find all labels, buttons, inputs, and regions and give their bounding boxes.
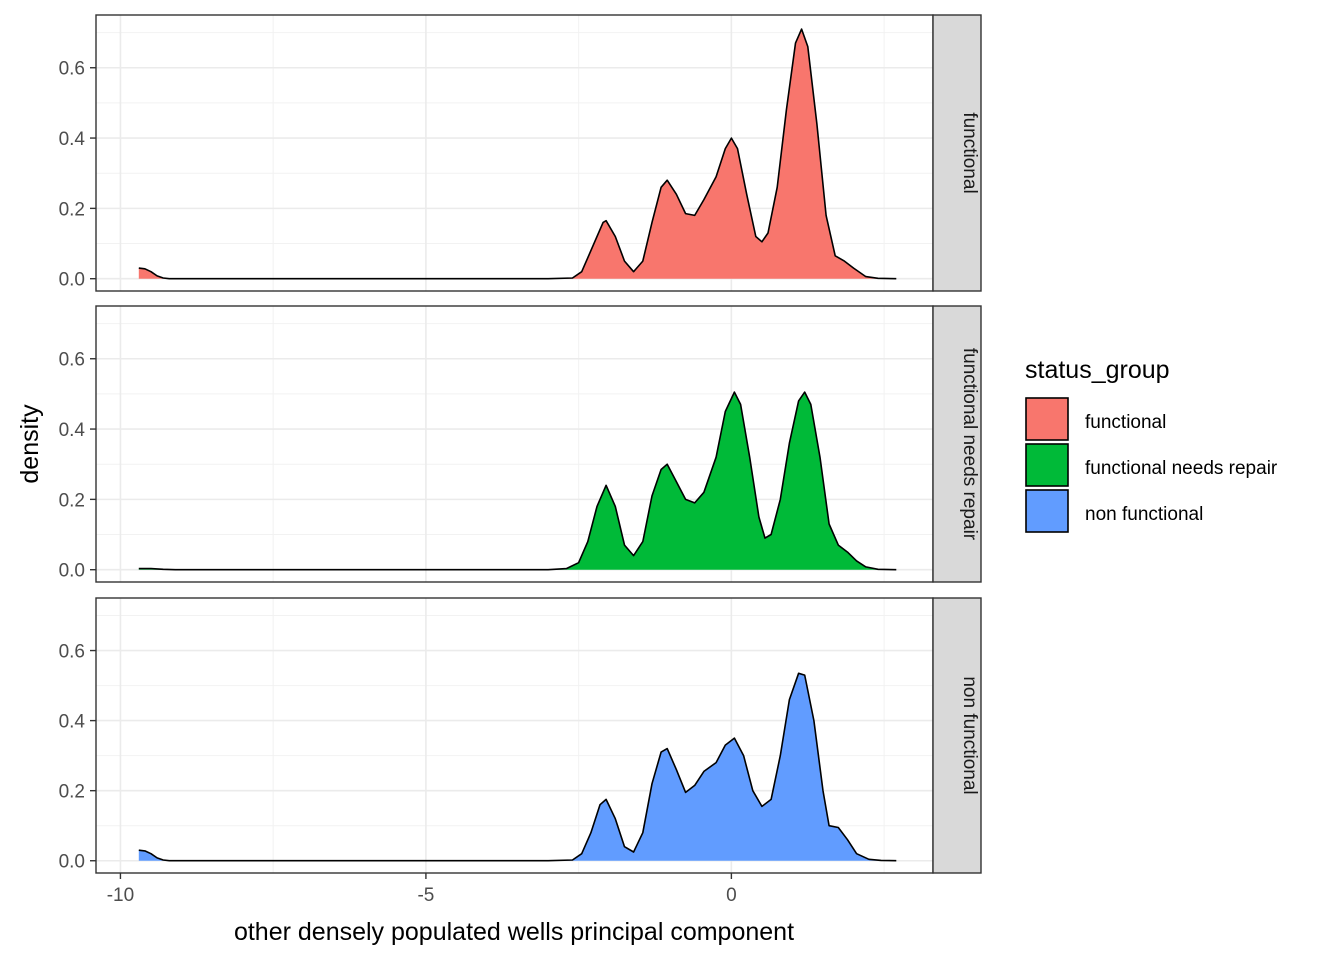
facet-strip — [932, 14, 982, 292]
density-line-functional-needs-repair — [138, 391, 897, 571]
density-area-functional — [138, 29, 897, 279]
y-tick-label: 0.6 — [59, 350, 85, 371]
legend-key-functional-needs-repair — [1025, 443, 1069, 487]
y-tick-label: 0.6 — [59, 59, 85, 80]
density-area-functional-needs-repair — [138, 392, 897, 570]
y-axis-title: density — [16, 404, 44, 484]
density-line-functional — [138, 28, 897, 280]
panel-functional: 0.0 0.2 0.4 0.6 functional — [59, 14, 982, 292]
y-tick-label: 0.0 — [59, 852, 85, 873]
panel-functional-needs-repair: 0.0 0.2 0.4 0.6 functional needs repair — [59, 305, 982, 583]
y-tick-label: 0.4 — [59, 712, 86, 733]
x-tick-label: 0 — [726, 885, 737, 906]
panels-layer: 0.0 0.2 0.4 0.6 functional 0.0 0.2 0.4 0.6 functi… — [59, 14, 982, 906]
y-tick-label: 0.4 — [59, 420, 86, 441]
y-tick-label: 0.2 — [59, 490, 85, 511]
legend-label-functional-needs-repair: functional needs repair — [1085, 458, 1278, 479]
y-tick-label: 0.2 — [59, 199, 85, 220]
facet-strip-label: functional — [959, 112, 980, 193]
y-tick-label: 0.0 — [59, 270, 85, 291]
density-line-non-functional — [138, 672, 897, 862]
legend-label-functional: functional — [1085, 412, 1166, 433]
x-tick-label: -10 — [107, 885, 134, 906]
y-tick-label: 0.2 — [59, 782, 85, 803]
legend: status_group functional functional needs… — [1025, 356, 1278, 533]
legend-key-functional — [1025, 397, 1069, 441]
facet-strip-label: functional needs repair — [959, 348, 980, 541]
x-tick-label: -5 — [417, 885, 434, 906]
legend-label-non-functional: non functional — [1085, 504, 1203, 525]
legend-title: status_group — [1025, 356, 1170, 384]
y-tick-label: 0.4 — [59, 129, 86, 150]
x-axis-title: other densely populated wells principal … — [234, 918, 794, 946]
legend-key-non-functional — [1025, 489, 1069, 533]
facet-strip — [932, 597, 982, 874]
facet-strip — [932, 305, 982, 583]
density-area-non-functional — [138, 673, 897, 861]
y-tick-label: 0.0 — [59, 561, 85, 582]
facet-strip-label: non functional — [959, 676, 980, 794]
panel-non-functional: 0.0 0.2 0.4 0.6 non functional -10 -5 0 — [59, 597, 982, 906]
y-tick-label: 0.6 — [59, 642, 85, 663]
